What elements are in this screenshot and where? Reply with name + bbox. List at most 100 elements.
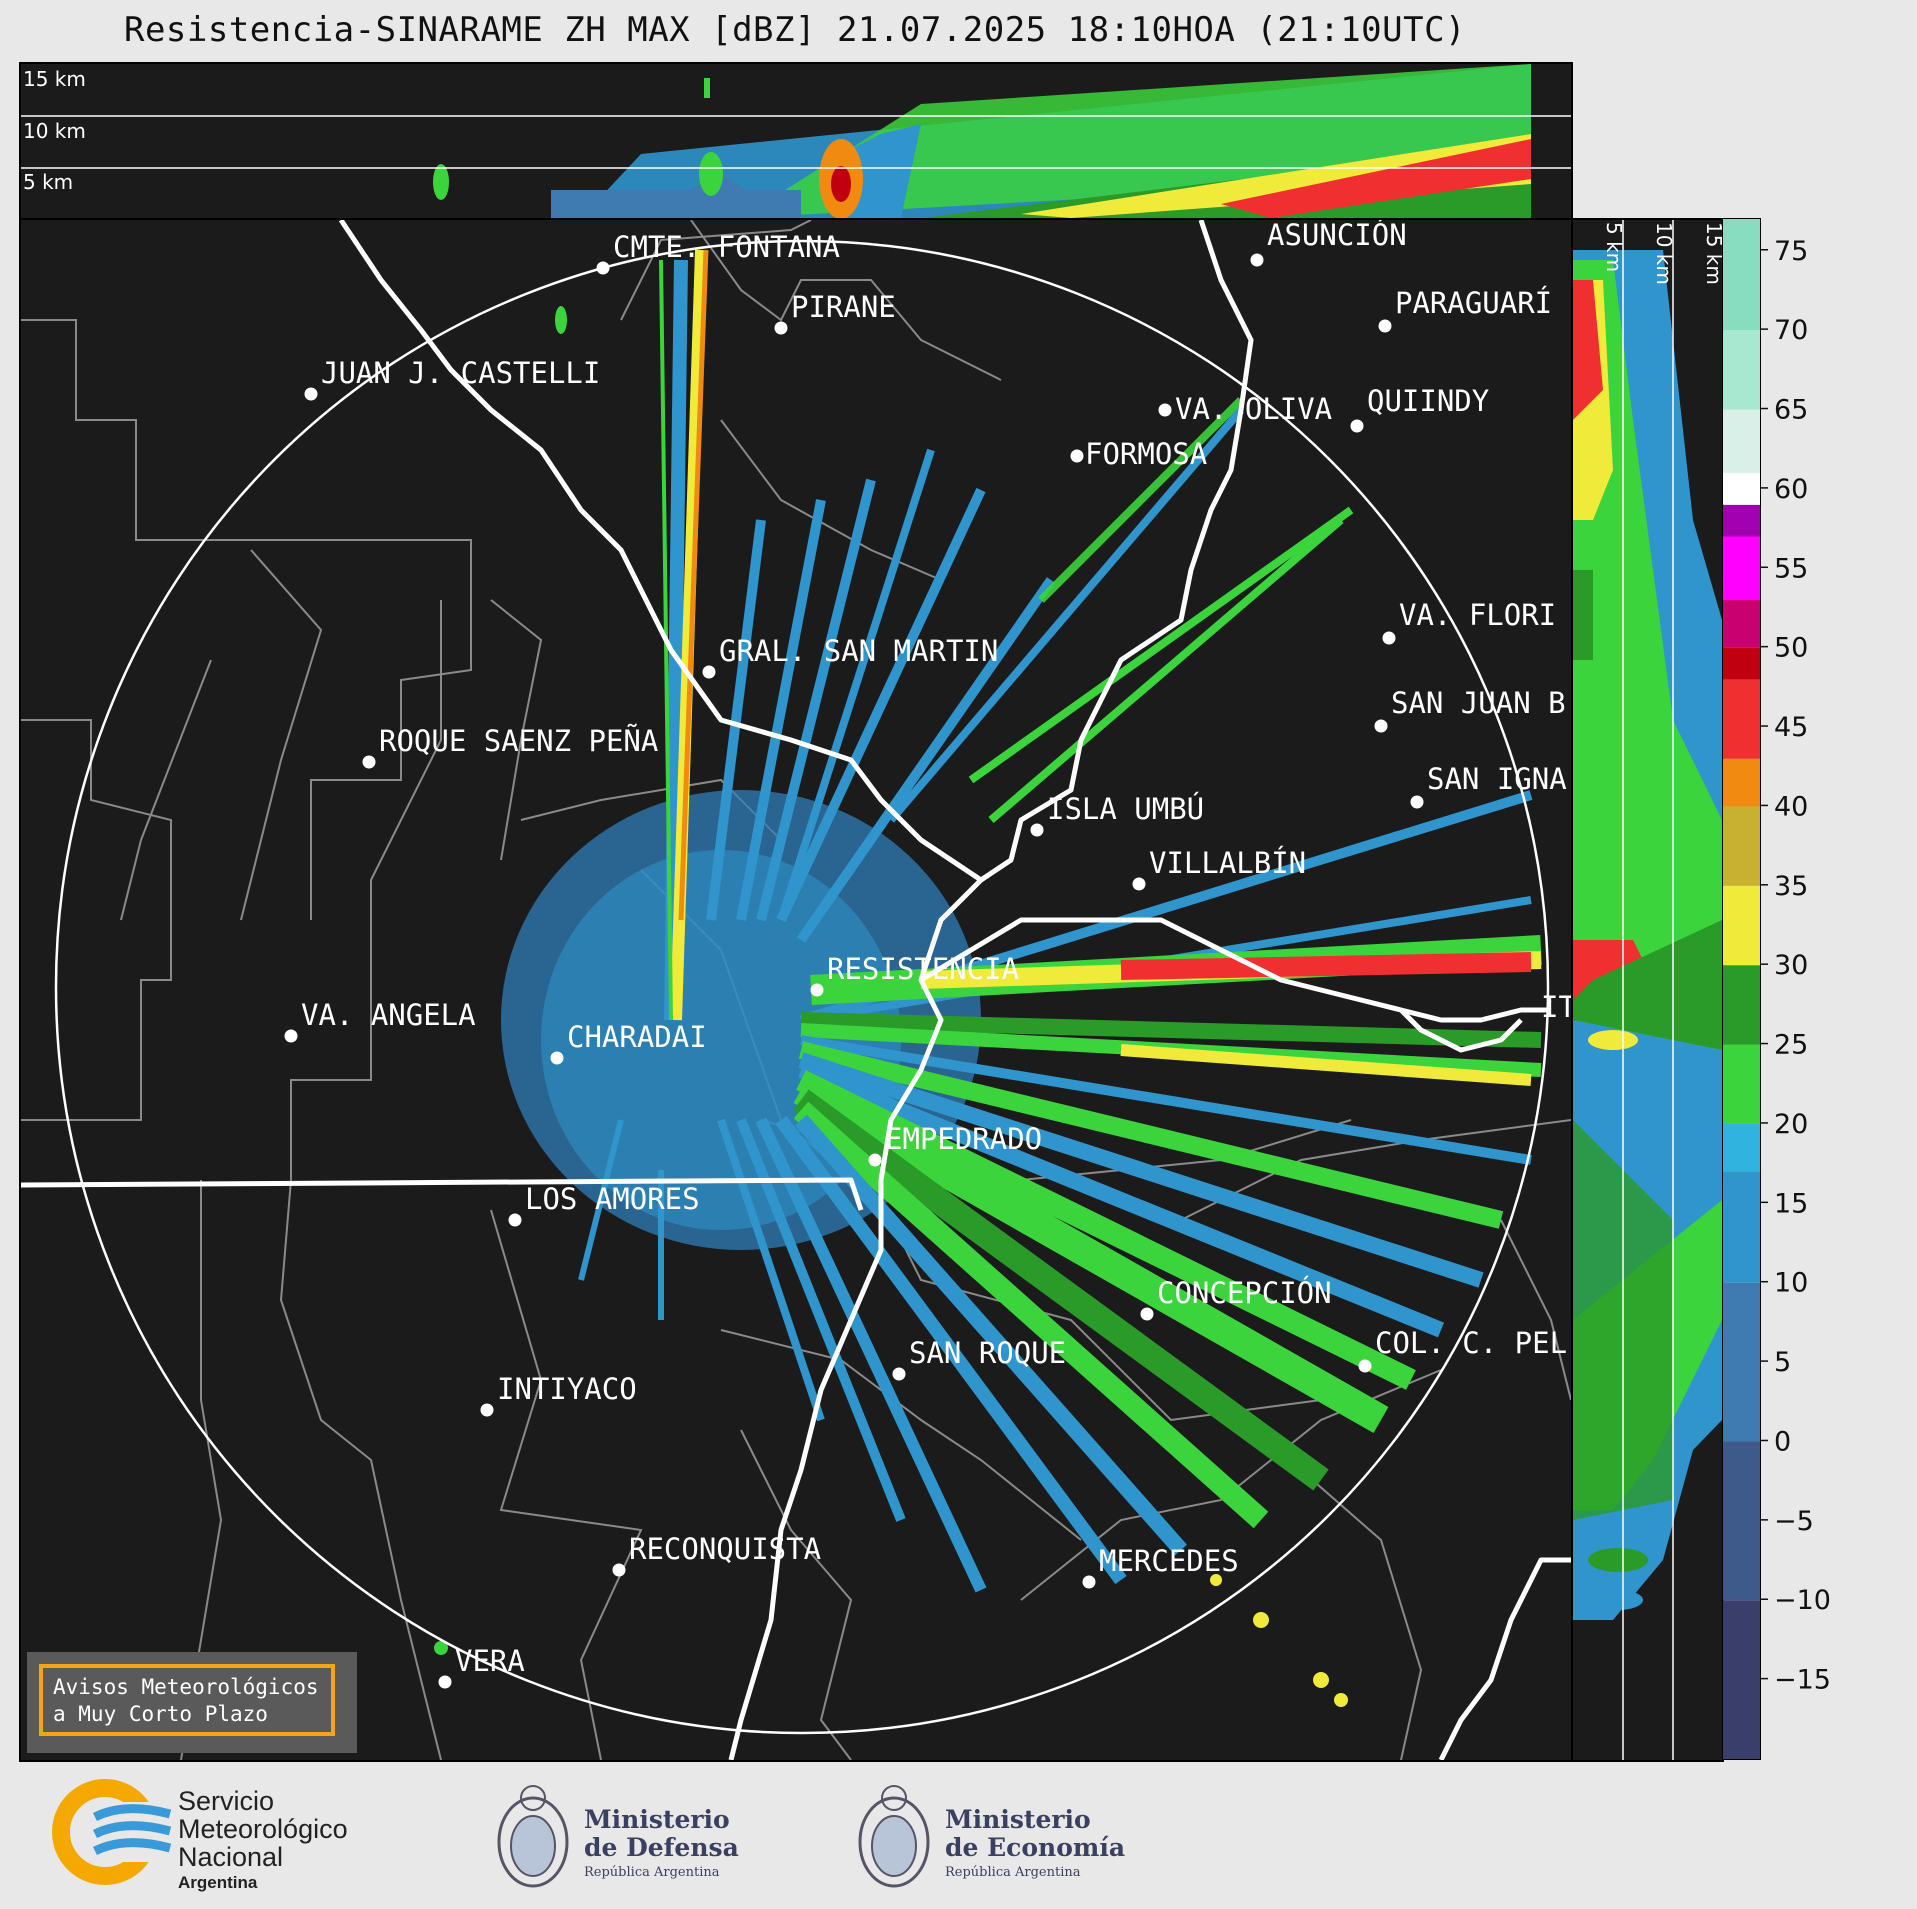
place-marker [550,1051,564,1065]
avisos-box[interactable]: Avisos Meteorológicos a Muy Corto Plazo [27,1652,357,1753]
colorbar-segment [1723,1123,1760,1172]
defensa-line1: Ministerio [584,1805,730,1834]
place-label: MERCEDES [1099,1544,1239,1578]
place-label: INTIYACO [497,1372,637,1406]
place-label: VA. FLORI [1399,598,1556,632]
colorbar-segment [1723,1044,1760,1124]
place-marker [304,387,318,401]
place-marker [1358,1359,1372,1373]
smn-line3: Nacional [178,1842,283,1872]
economia-logo: Ministerio de Economía República Argenti… [858,1785,1125,1888]
place-label: IT [1541,990,1571,1024]
side-15km-label: 15 km [1702,222,1722,285]
place-label: CONCEPCIÓN [1157,1276,1332,1310]
place-label: PARAGUARÍ [1395,286,1552,320]
place-label: COL. C. PEL [1375,1326,1567,1360]
place-label: QUIINDY [1367,384,1489,418]
colorbar-tick-label: 15 [1774,1188,1808,1219]
place-marker [1140,1307,1154,1321]
place-marker [1132,877,1146,891]
place-label: FORMOSA [1085,437,1207,471]
place-marker [1070,449,1084,463]
place-label: VILLALBÍN [1149,846,1306,880]
place-label: JUAN J. CASTELLI [321,356,600,390]
colorbar-segment [1723,330,1760,410]
place-label: RESISTENCIA [827,952,1019,986]
place-label: GRAL. SAN MARTIN [719,634,998,668]
place-marker [1350,419,1364,433]
avisos-frame: Avisos Meteorológicos a Muy Corto Plazo [39,1664,335,1736]
radar-map-panel: CMTE. FONTANA PIRANE JUAN J. CASTELLI ASUNC… [19,218,1573,1762]
place-label: SAN JUAN B [1391,686,1566,720]
place-label: CHARADAI [567,1020,707,1054]
place-marker [612,1563,626,1577]
place-label: ISLA UMBÚ [1047,792,1204,826]
place-marker [1250,253,1264,267]
colorbar-tick-label: 45 [1774,712,1808,743]
side-echo [1573,250,1722,1620]
colorbar-tick-label: 65 [1774,395,1808,426]
colorbar-tick-label: 55 [1774,553,1808,584]
place-label: LOS AMORES [525,1182,700,1216]
smn-line4: Argentina [178,1873,258,1892]
place-label: CMTE. FONTANA [613,230,840,264]
avisos-line2: a Muy Corto Plazo [53,1702,268,1726]
place-marker [1382,631,1396,645]
chart-title: Resistencia-SINARAME ZH MAX [dBZ] 21.07.… [123,10,1467,50]
avisos-line1: Avisos Meteorológicos [53,1675,319,1699]
colorbar-tick-label: 50 [1774,633,1808,664]
colorbar-segment [1723,504,1760,537]
place-marker [892,1367,906,1381]
place-label: SAN ROQUE [909,1336,1066,1370]
colorbar-tick-label: 75 [1774,236,1808,267]
smn-line1: Servicio [178,1786,274,1816]
place-label: ROQUE SAENZ PEÑA [379,724,658,758]
colorbar-segment [1723,806,1760,886]
colorbar-tick-label: 70 [1774,315,1808,346]
colorbar-segment [1723,473,1760,505]
place-label: VA. ANGELA [301,998,476,1032]
smn-logo: Servicio Meteorológico Nacional Argentin… [52,1779,348,1892]
top-cross-section-panel: 15 km 10 km 5 km [19,62,1573,220]
place-marker [1410,795,1424,809]
place-marker [868,1153,882,1167]
place-marker [596,261,610,275]
defensa-logo: Ministerio de Defensa República Argentin… [497,1785,739,1888]
place-marker [362,755,376,769]
colorbar-tick-label: 60 [1774,474,1808,505]
colorbar-tick-label: 0 [1774,1426,1791,1457]
colorbar-tick-label: 40 [1774,791,1808,822]
place-marker [1378,319,1392,333]
place-label: ASUNCIÓN [1267,220,1407,252]
colorbar-segment [1723,647,1760,680]
side-10km-label: 10 km [1652,222,1676,285]
economia-line2: de Economía [945,1833,1125,1862]
colorbar-tick-label: 10 [1774,1268,1808,1299]
colorbar-segment [1723,679,1760,759]
place-label: SAN IGNA [1427,762,1567,796]
colorbar-tick-label: −10 [1774,1585,1831,1616]
side-5km-label: 5 km [1602,222,1626,272]
colorbar-tick-label: 5 [1774,1347,1791,1378]
economia-line3: República Argentina [945,1865,1081,1880]
colorbar-segment [1723,965,1760,1045]
colorbar-tick-label: 30 [1774,950,1808,981]
place-marker [810,983,824,997]
side-cross-section-panel: 5 km 10 km 15 km [1571,218,1724,1762]
colorbar-segment [1723,1171,1760,1283]
place-marker [508,1213,522,1227]
colorbar-tick-label: 35 [1774,871,1808,902]
colorbar-segment [1723,885,1760,966]
place-label: RECONQUISTA [629,1532,821,1566]
top-10km-label: 10 km [23,119,86,143]
place-marker [438,1675,452,1689]
colorbar-tick-label: −15 [1774,1665,1831,1696]
defensa-line3: República Argentina [584,1865,720,1880]
places-layer: CMTE. FONTANA PIRANE JUAN J. CASTELLI ASUNC… [284,220,1571,1689]
top-5km-label: 5 km [23,170,73,194]
place-label: PIRANE [791,290,896,324]
rivers-borders [21,220,1571,1760]
colorbar-segment [1723,219,1760,331]
top-echo [433,64,1531,218]
